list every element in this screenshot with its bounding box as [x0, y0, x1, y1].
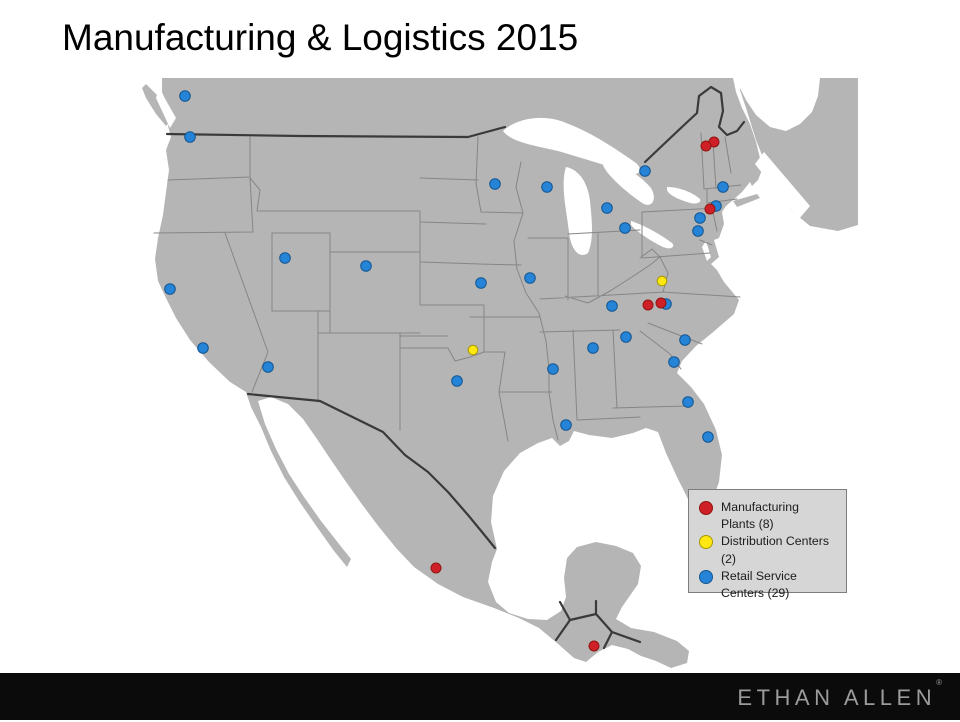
legend-item-distribution: Distribution Centers (2) — [699, 533, 840, 567]
legend-label: Distribution Centers (2) — [721, 534, 829, 566]
marker-retail — [682, 396, 694, 408]
marker-retail — [279, 252, 291, 264]
marker-retail — [692, 225, 704, 237]
lake-huron — [602, 159, 654, 205]
marker-retail — [587, 342, 599, 354]
distribution-centers-dot-icon — [699, 535, 713, 550]
marker-retail — [489, 178, 501, 190]
brand-name: ETHAN ALLEN — [737, 685, 937, 710]
marker-distribution — [656, 275, 668, 287]
manufacturing-plants-dot-icon — [699, 501, 713, 515]
marker-retail — [451, 375, 463, 387]
marker-manufacturing — [655, 297, 667, 309]
marker-manufacturing — [430, 562, 442, 574]
country-borders — [165, 85, 746, 650]
legend-item-retail: Retail Service Centers (29) — [699, 568, 840, 602]
marker-retail — [717, 181, 729, 193]
marker-retail — [197, 342, 209, 354]
legend-label: Manufacturing Plants (8) — [721, 500, 799, 532]
marker-retail — [524, 272, 536, 284]
legend-item-manufacturing: Manufacturing Plants (8) — [699, 499, 840, 533]
state-borders — [153, 132, 742, 442]
marker-retail — [620, 331, 632, 343]
marker-retail — [702, 431, 714, 443]
trademark-icon: ® — [936, 678, 942, 687]
marker-retail — [619, 222, 631, 234]
marker-retail — [668, 356, 680, 368]
marker-retail — [179, 90, 191, 102]
marker-retail — [639, 165, 651, 177]
puget-strait — [156, 88, 176, 128]
bay-of-fundy — [755, 152, 810, 219]
footer-bar: ETHAN ALLEN® — [0, 673, 960, 720]
map-legend: Manufacturing Plants (8) Distribution Ce… — [688, 489, 847, 600]
marker-retail — [184, 131, 196, 143]
page-title: Manufacturing & Logistics 2015 — [62, 17, 579, 58]
retail-service-centers-dot-icon — [699, 569, 713, 584]
marker-retail — [560, 419, 572, 431]
long-island — [733, 194, 760, 207]
marker-retail — [262, 361, 274, 373]
marker-manufacturing — [700, 140, 712, 152]
lake-ontario — [667, 187, 701, 204]
marker-manufacturing — [704, 203, 716, 215]
marker-retail — [547, 363, 559, 375]
marker-retail — [606, 300, 618, 312]
brand-logo: ETHAN ALLEN® — [737, 673, 942, 720]
chesapeake-bay — [702, 241, 711, 261]
marker-manufacturing — [588, 640, 600, 652]
marker-manufacturing — [642, 299, 654, 311]
gulf-of-st-lawrence — [736, 78, 820, 131]
marker-retail — [679, 334, 691, 346]
marker-retail — [360, 260, 372, 272]
marker-retail — [164, 283, 176, 295]
marker-retail — [694, 212, 706, 224]
marker-retail — [475, 277, 487, 289]
marker-retail — [601, 202, 613, 214]
map-markers — [164, 90, 729, 652]
marker-distribution — [467, 344, 479, 356]
legend-label: Retail Service Centers (29) — [721, 568, 797, 601]
marker-retail — [541, 181, 553, 193]
